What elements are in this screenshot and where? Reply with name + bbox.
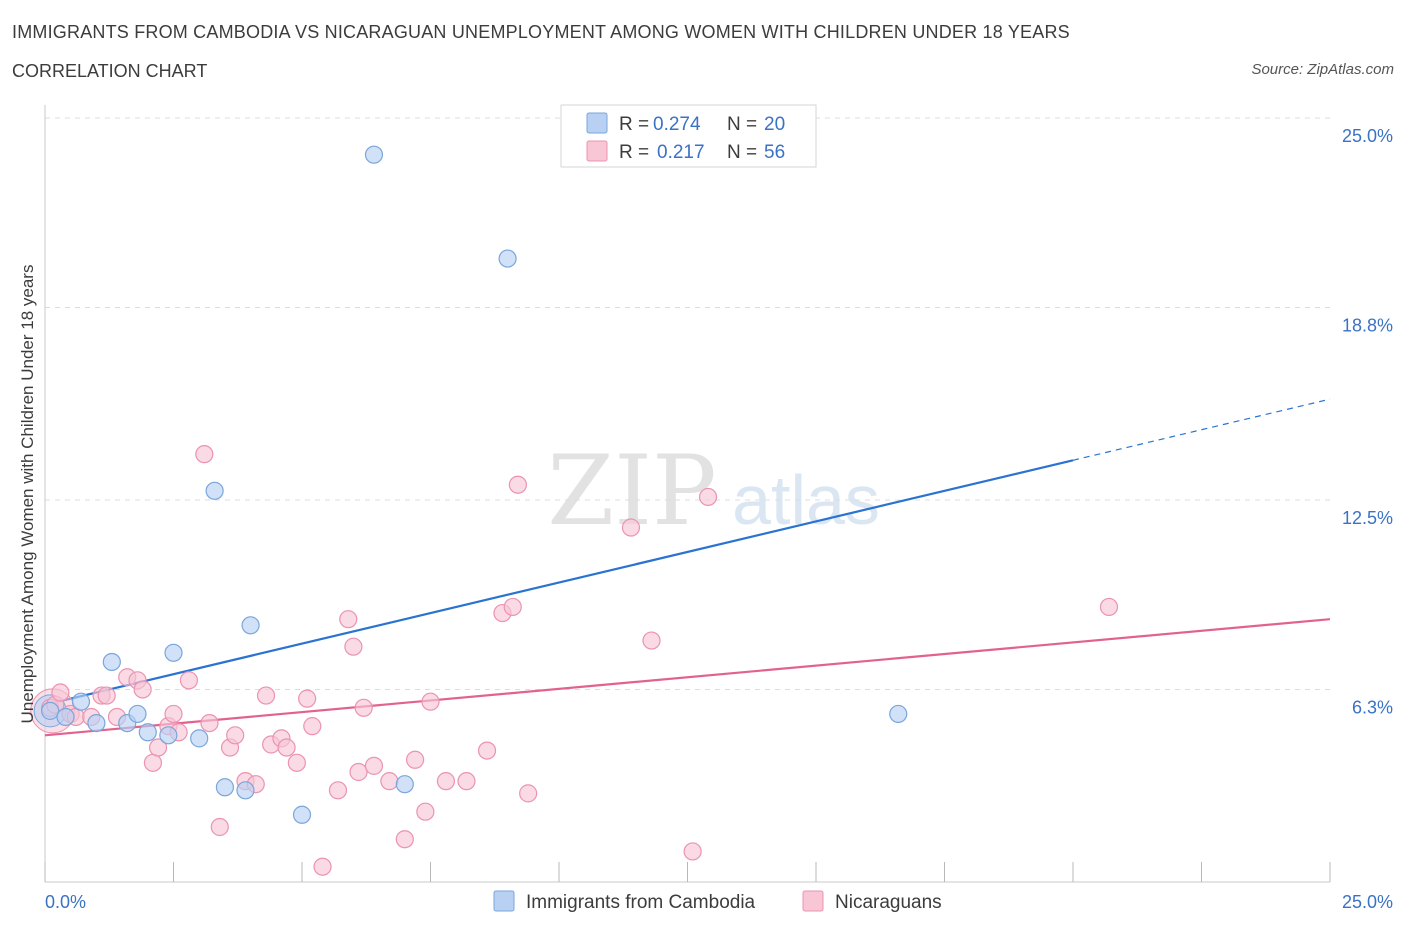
cambodia-point bbox=[164, 643, 183, 662]
axes bbox=[44, 105, 1331, 883]
nicaragua-point bbox=[148, 738, 168, 757]
nicaragua-point bbox=[200, 713, 219, 733]
stats-n-value-cambodia: 20 bbox=[764, 114, 785, 135]
nicaragua-point bbox=[226, 726, 245, 745]
x-tick-label: 0.0% bbox=[45, 892, 86, 912]
nicaragua-point bbox=[477, 741, 497, 760]
nicaragua-point bbox=[380, 772, 399, 791]
stats-swatch-cambodia bbox=[586, 112, 608, 134]
cambodia-point bbox=[190, 729, 209, 748]
stats-n-value-nicaragua: 56 bbox=[764, 142, 785, 163]
y-tick-label: 12.5% bbox=[1342, 508, 1393, 528]
nicaragua-point bbox=[277, 738, 296, 757]
cambodia-point bbox=[87, 713, 106, 733]
series-legend: Immigrants from Cambodia Nicaraguans bbox=[493, 890, 942, 913]
cambodia-point bbox=[159, 726, 178, 745]
y-tick-label: 18.8% bbox=[1342, 315, 1393, 335]
stats-swatch-nicaragua bbox=[586, 140, 608, 162]
cambodia-point bbox=[205, 481, 224, 500]
cambodia-point bbox=[102, 652, 121, 672]
legend-swatch-nicaragua bbox=[802, 890, 824, 912]
nicaragua-point bbox=[344, 637, 363, 656]
stats-r-label-nicaragua: R = bbox=[619, 142, 649, 163]
nicaragua-point bbox=[298, 689, 317, 708]
nicaragua-point bbox=[416, 802, 435, 821]
nicaragua-point bbox=[436, 772, 456, 791]
x-tick-label: 25.0% bbox=[1342, 892, 1393, 912]
nicaragua-point bbox=[287, 753, 306, 772]
nicaragua-point bbox=[164, 704, 183, 724]
cambodia-point bbox=[138, 723, 157, 742]
nicaragua-point bbox=[303, 717, 322, 736]
nicaragua-point bbox=[395, 830, 414, 849]
nicaragua-point bbox=[405, 750, 425, 769]
nicaragua-point bbox=[519, 784, 538, 803]
y-tick-label: 6.3% bbox=[1352, 697, 1393, 717]
source-label: Source: ZipAtlas.com bbox=[1251, 61, 1394, 78]
chart-title: IMMIGRANTS FROM CAMBODIA VS NICARAGUAN U… bbox=[12, 22, 1070, 42]
chart-subtitle: CORRELATION CHART bbox=[12, 61, 208, 81]
nicaragua-point bbox=[683, 842, 702, 861]
cambodia-point bbox=[395, 775, 414, 794]
nicaragua-point bbox=[349, 762, 368, 782]
nicaragua-point bbox=[51, 683, 70, 702]
gridlines bbox=[45, 117, 1330, 690]
nicaragua-point bbox=[503, 597, 522, 617]
nicaragua-point bbox=[457, 772, 476, 791]
tick-labels: 6.3% 12.5% 18.8% 25.0% 0.0% 25.0% bbox=[45, 126, 1393, 912]
stats-r-value-nicaragua: 0.217 bbox=[657, 142, 705, 163]
legend-swatch-cambodia bbox=[493, 890, 515, 912]
nicaragua-point bbox=[354, 698, 373, 717]
trend-lines bbox=[44, 398, 1331, 737]
cambodia-trend-line bbox=[44, 459, 1074, 706]
nicaragua-point bbox=[133, 680, 152, 699]
cambodia-point bbox=[56, 707, 75, 727]
cambodia-point bbox=[236, 781, 255, 800]
stats-r-value-cambodia: 0.274 bbox=[653, 114, 701, 135]
cambodia-point bbox=[215, 778, 234, 797]
cambodia-point bbox=[128, 704, 147, 724]
nicaragua-point bbox=[621, 518, 641, 537]
nicaragua-point bbox=[143, 753, 163, 772]
nicaragua-point bbox=[698, 487, 718, 507]
data-points bbox=[30, 145, 1119, 876]
legend-label-nicaragua: Nicaraguans bbox=[835, 892, 942, 913]
legend-label-cambodia: Immigrants from Cambodia bbox=[526, 892, 756, 913]
nicaragua-point bbox=[313, 857, 332, 876]
cambodia-point bbox=[71, 692, 91, 711]
cambodia-point bbox=[41, 701, 60, 720]
nicaragua-point bbox=[210, 817, 229, 837]
nicaragua-point bbox=[97, 686, 116, 705]
stats-r-label-cambodia: R = bbox=[619, 114, 649, 135]
nicaragua-point bbox=[508, 475, 527, 494]
nicaragua-trend-line bbox=[44, 618, 1331, 737]
nicaragua-point bbox=[256, 686, 276, 705]
nicaragua-point bbox=[328, 781, 348, 800]
cambodia-point bbox=[241, 616, 260, 635]
nicaragua-point bbox=[339, 610, 358, 629]
cambodia-point bbox=[498, 249, 517, 268]
cambodia-point bbox=[364, 145, 384, 164]
nicaragua-point bbox=[1099, 597, 1119, 617]
y-axis-title: Unemployment Among Women with Children U… bbox=[18, 265, 37, 724]
nicaragua-point bbox=[364, 756, 384, 775]
y-tick-label: 25.0% bbox=[1342, 126, 1393, 146]
stats-legend: R = 0.274 N = 20 R = 0.217 N = 56 bbox=[560, 104, 817, 168]
nicaragua-point bbox=[179, 671, 199, 690]
nicaragua-point bbox=[642, 631, 661, 650]
stats-n-label-cambodia: N = bbox=[727, 114, 757, 135]
cambodia-trend-extension bbox=[1072, 398, 1331, 461]
nicaragua-point bbox=[195, 445, 214, 464]
cambodia-point bbox=[889, 704, 908, 724]
nicaragua-point bbox=[421, 692, 440, 711]
cambodia-point bbox=[292, 805, 312, 824]
stats-n-label-nicaragua: N = bbox=[727, 142, 757, 163]
